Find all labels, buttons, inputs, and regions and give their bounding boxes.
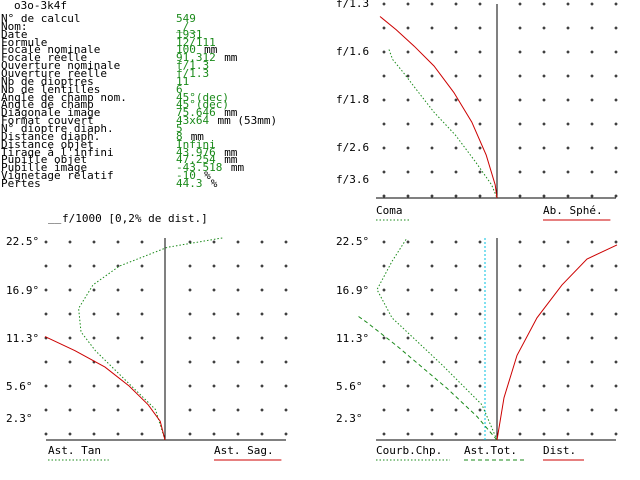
- y-tick-label: f/1.8: [336, 93, 370, 106]
- y-tick-label: 22.5°: [6, 235, 40, 248]
- info-value: 43.976: [176, 145, 216, 159]
- y-tick-label: 5.6°: [336, 380, 363, 393]
- scale-note: f/1000 [0,2% de dist.]: [62, 212, 208, 225]
- info-label: N° dioptre diaph.: [1, 122, 114, 136]
- info-label: Angle de champ: [1, 98, 94, 112]
- info-label: Diagonale image: [1, 106, 101, 120]
- info-value: 45°(dec): [176, 90, 229, 104]
- info-unit: mm (53mm): [217, 114, 278, 128]
- info-unit: %: [210, 177, 218, 191]
- y-tick-label: 5.6°: [6, 380, 33, 393]
- legend-label: Ast. Tan: [48, 444, 101, 457]
- series-line: [356, 314, 498, 441]
- info-unit: %: [204, 169, 211, 183]
- series-line: [44, 336, 166, 441]
- info-unit: mm: [224, 106, 238, 120]
- info-value: 1931: [176, 27, 203, 41]
- info-value: 549: [176, 12, 196, 25]
- info-value: 91.312: [176, 51, 216, 65]
- info-label: Formule: [1, 35, 48, 49]
- info-label: Pupille objet: [1, 153, 88, 167]
- info-value: -43.518: [176, 161, 223, 175]
- info-value: 75.646: [176, 106, 216, 120]
- info-value: -10: [176, 169, 196, 183]
- y-tick-label: 2.3°: [336, 412, 363, 425]
- y-tick-label: 16.9°: [336, 284, 370, 297]
- info-label: Pupille image: [1, 161, 88, 175]
- info-unit: mm: [224, 145, 238, 159]
- info-label: Format couvert: [1, 114, 94, 128]
- info-value: 8: [176, 129, 183, 143]
- scale-note-marker: __: [48, 211, 62, 224]
- info-value: 5: [176, 122, 183, 136]
- info-value: 11: [176, 74, 190, 88]
- info-label: Tirage à l'infini: [1, 145, 114, 159]
- y-tick-label: 22.5°: [336, 235, 370, 248]
- info-label: Distance objet: [1, 137, 94, 151]
- info-label: Nb de dioptres: [1, 74, 94, 88]
- legend-label: Ab. Sphé.: [543, 204, 603, 217]
- legend-label: Ast.Tot.: [464, 444, 517, 457]
- info-unit: mm: [204, 43, 218, 57]
- info-label: Date: [1, 27, 28, 41]
- info-label: Ouverture réelle: [1, 67, 107, 81]
- info-label: Pertes: [1, 177, 41, 191]
- info-value: 43x64: [176, 114, 210, 128]
- series-line: [78, 237, 223, 441]
- info-unit: mm: [230, 161, 245, 175]
- info-label: Ouverture nominale: [1, 59, 121, 73]
- y-tick-label: 2.3°: [6, 412, 33, 425]
- info-label: Focale nominale: [1, 43, 101, 57]
- series-line: [496, 244, 618, 441]
- y-tick-label: f/1.6: [336, 45, 370, 58]
- info-label: Angle de champ nom.: [1, 90, 127, 104]
- info-value: Infini: [176, 137, 216, 151]
- info-label: Distance diaph.: [1, 129, 101, 143]
- info-value: 12/111: [176, 35, 216, 49]
- y-tick-label: f/1.3: [336, 0, 370, 10]
- legend-label: Dist.: [543, 444, 577, 457]
- info-label: Nb de lentilles: [1, 82, 101, 96]
- info-value: 44.3: [176, 177, 203, 191]
- series-line: [388, 49, 498, 199]
- info-value: f/1.3: [176, 67, 210, 81]
- series-line: [379, 16, 498, 199]
- info-value: _/_: [176, 19, 196, 33]
- y-tick-label: 16.9°: [6, 284, 40, 297]
- y-tick-label: 11.3°: [6, 332, 40, 345]
- info-label: Vignetage relatif: [1, 169, 114, 183]
- info-value: 6: [176, 82, 183, 96]
- legend-label: Courb.Chp.: [376, 444, 443, 457]
- info-value: 100: [176, 43, 196, 57]
- y-tick-label: 11.3°: [336, 332, 370, 345]
- info-value: 47.254: [176, 153, 216, 167]
- info-value: f/1.3: [176, 59, 210, 73]
- legend-label: Coma: [376, 204, 403, 217]
- window-title: o3o-3k4f: [14, 0, 67, 12]
- info-label: N° de calcul: [1, 12, 81, 25]
- info-label: Nom:: [1, 19, 28, 33]
- info-unit: mm: [224, 51, 238, 65]
- y-tick-label: f/2.6: [336, 141, 370, 154]
- info-unit: mm: [224, 153, 238, 167]
- info-value: 45°(dec): [176, 98, 229, 112]
- y-tick-label: f/3.6: [336, 173, 370, 186]
- legend-label: Ast. Sag.: [214, 444, 274, 457]
- info-label: Focale réelle: [1, 51, 88, 65]
- info-unit: mm: [190, 129, 204, 143]
